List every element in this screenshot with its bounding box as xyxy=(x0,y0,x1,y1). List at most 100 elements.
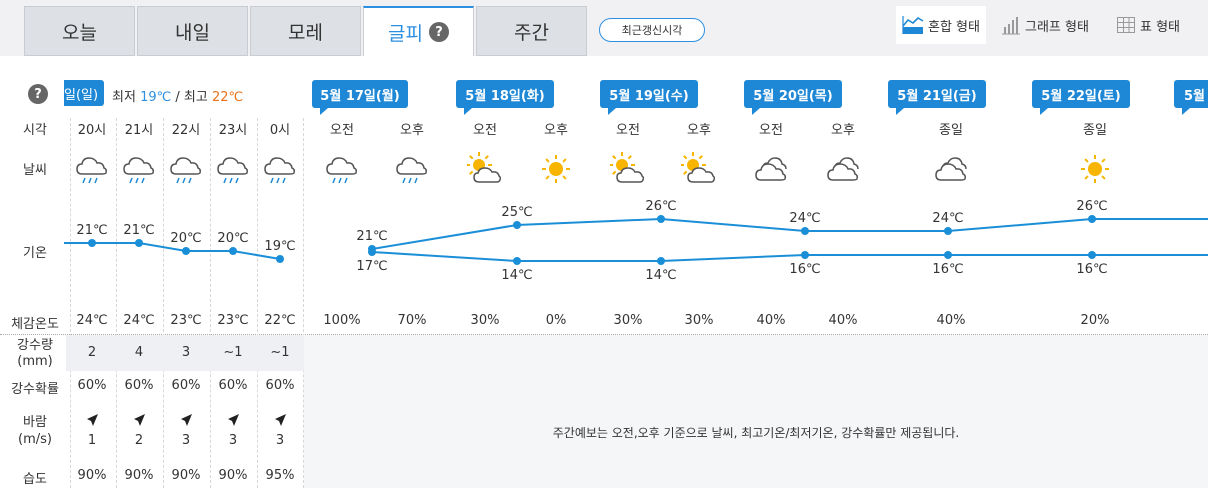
help-icon[interactable]: ? xyxy=(428,22,449,42)
max-temp-label: 26℃ xyxy=(645,199,677,214)
partly-cloudy-icon xyxy=(609,152,646,189)
date-badge: 5월 19일(수) xyxy=(600,80,698,115)
column-divider xyxy=(303,118,304,488)
tab-weekly[interactable]: 주간 xyxy=(476,6,587,56)
tab-label: 모레 xyxy=(288,21,323,44)
min-temp-point xyxy=(944,251,952,259)
hourly-temp-label: 19℃ xyxy=(264,239,296,254)
precip-prob-value: 40% xyxy=(936,313,966,328)
rain-cloud-icon xyxy=(121,152,157,189)
hour-time: 20시 xyxy=(77,123,107,138)
column-divider xyxy=(257,118,258,488)
period-label: 오전 xyxy=(473,123,497,138)
min-temp-label: 16℃ xyxy=(932,262,964,277)
period-label: 종일 xyxy=(939,123,963,138)
hour-time: 22시 xyxy=(171,123,201,138)
row-label-feels: 체감온도 xyxy=(11,317,59,332)
period-label: 오후 xyxy=(544,123,568,138)
min-value: 19℃ xyxy=(140,90,172,105)
view-graph-button[interactable]: 그래프 형태 xyxy=(995,6,1095,44)
hourly-temp-label: 20℃ xyxy=(217,231,249,246)
view-table-button[interactable]: 표 형태 xyxy=(1110,6,1186,44)
date-badge: 5월 20일(목) xyxy=(744,80,842,115)
min-max-summary: 최저 19℃ / 최고 22℃ xyxy=(112,86,243,105)
column-divider xyxy=(210,118,211,488)
precip-prob-value: 20% xyxy=(1080,313,1110,328)
tab-tomorrow[interactable]: 내일 xyxy=(137,6,248,56)
max-value: 22℃ xyxy=(211,90,244,105)
hourly-temp-point xyxy=(135,239,143,247)
precip-prob-value: 100% xyxy=(323,313,361,328)
tab-today[interactable]: 오늘 xyxy=(24,6,135,56)
hourly-temp-label: 21℃ xyxy=(76,223,108,238)
max-temp-label: 24℃ xyxy=(789,211,821,226)
refresh-time-button[interactable]: 최근갱신시각 xyxy=(599,18,705,42)
precip-amount-value: 2 xyxy=(87,345,97,360)
precip-amount-value: 3 xyxy=(181,345,191,360)
min-temp-point xyxy=(513,257,521,265)
min-temp-label: 14℃ xyxy=(645,268,677,283)
precip-amount-value: ~1 xyxy=(223,345,243,360)
tab-day-after[interactable]: 모레 xyxy=(250,6,361,56)
mixed-chart-icon xyxy=(902,16,924,34)
view-mixed-button[interactable]: 혼합 형태 xyxy=(896,6,986,44)
hourly-temp-point xyxy=(88,239,96,247)
wind-speed-value: 1 xyxy=(87,433,97,448)
row-label-weather: 날씨 xyxy=(23,163,47,178)
precip-amount-value: 4 xyxy=(134,345,144,360)
min-temp-label: 14℃ xyxy=(501,268,533,283)
view-label: 혼합 형태 xyxy=(928,19,980,35)
wind-direction-icon xyxy=(127,412,151,428)
max-temp-point xyxy=(1088,215,1096,223)
view-label: 그래프 형태 xyxy=(1025,19,1089,35)
divider xyxy=(0,334,1208,335)
min-temp-point xyxy=(801,251,809,259)
weekly-notice-area xyxy=(304,335,1208,488)
column-divider xyxy=(116,118,117,488)
help-icon[interactable]: ? xyxy=(28,84,48,104)
precip-prob-value: 30% xyxy=(470,313,500,328)
wind-speed-value: 3 xyxy=(228,433,238,448)
tab-glpi[interactable]: 글피 ? xyxy=(363,6,474,56)
wind-speed-value: 2 xyxy=(134,433,144,448)
precip-prob-value: 60% xyxy=(171,378,201,393)
cloud-icon xyxy=(933,152,969,189)
minmax-separator: / xyxy=(175,90,180,105)
rain-cloud-icon xyxy=(215,152,251,189)
max-temp-label: 26℃ xyxy=(1076,199,1108,214)
row-label-wind: 바람 (m/s) xyxy=(18,415,52,447)
hourly-temp-label: 20℃ xyxy=(170,231,202,246)
wind-speed-value: 3 xyxy=(275,433,285,448)
rain-cloud-icon xyxy=(74,152,110,189)
period-label: 오후 xyxy=(400,123,424,138)
date-badge: 5월 17일(월) xyxy=(312,80,408,115)
max-temp-point xyxy=(513,221,521,229)
max-temp-label: 25℃ xyxy=(501,205,533,220)
date-badge: 5월 22일(토) xyxy=(1032,80,1130,115)
row-label-temp: 기온 xyxy=(23,246,47,261)
precip-prob-value: 30% xyxy=(684,313,714,328)
min-temp-point xyxy=(368,248,376,256)
wind-direction-icon xyxy=(221,412,245,428)
wind-direction-icon xyxy=(80,412,104,428)
max-temp-label: 21℃ xyxy=(356,229,388,244)
date-badge: 5월 21일(금) xyxy=(888,80,986,115)
date-badge: 5월 xyxy=(1174,80,1208,115)
row-label-humidity: 습도 xyxy=(23,472,47,487)
tab-label: 주간 xyxy=(514,21,549,44)
min-temp-label: 16℃ xyxy=(789,262,821,277)
hour-time: 23시 xyxy=(218,123,248,138)
max-temp-point xyxy=(944,227,952,235)
period-label: 오전 xyxy=(330,123,354,138)
row-label-precip-amount: 강수량 (mm) xyxy=(17,338,53,369)
humidity-value: 90% xyxy=(124,468,154,483)
min-label: 최저 xyxy=(112,90,136,105)
period-label: 오전 xyxy=(759,123,783,138)
partly-cloudy-icon xyxy=(680,152,717,189)
hour-time: 0시 xyxy=(269,123,291,138)
sun-icon xyxy=(1077,152,1113,189)
tab-label: 글피 xyxy=(388,22,423,45)
tab-bar: 오늘 내일 모레 글피 ? 주간 최근갱신시각 혼합 형태 그래프 형태 표 형… xyxy=(0,0,1208,56)
feels-like-value: 24℃ xyxy=(76,313,108,328)
